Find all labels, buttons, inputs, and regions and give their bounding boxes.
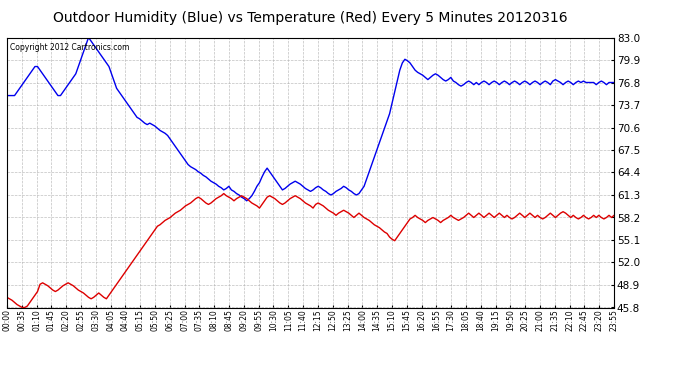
Text: Outdoor Humidity (Blue) vs Temperature (Red) Every 5 Minutes 20120316: Outdoor Humidity (Blue) vs Temperature (… — [53, 11, 568, 25]
Text: Copyright 2012 Cartronics.com: Copyright 2012 Cartronics.com — [10, 43, 129, 52]
